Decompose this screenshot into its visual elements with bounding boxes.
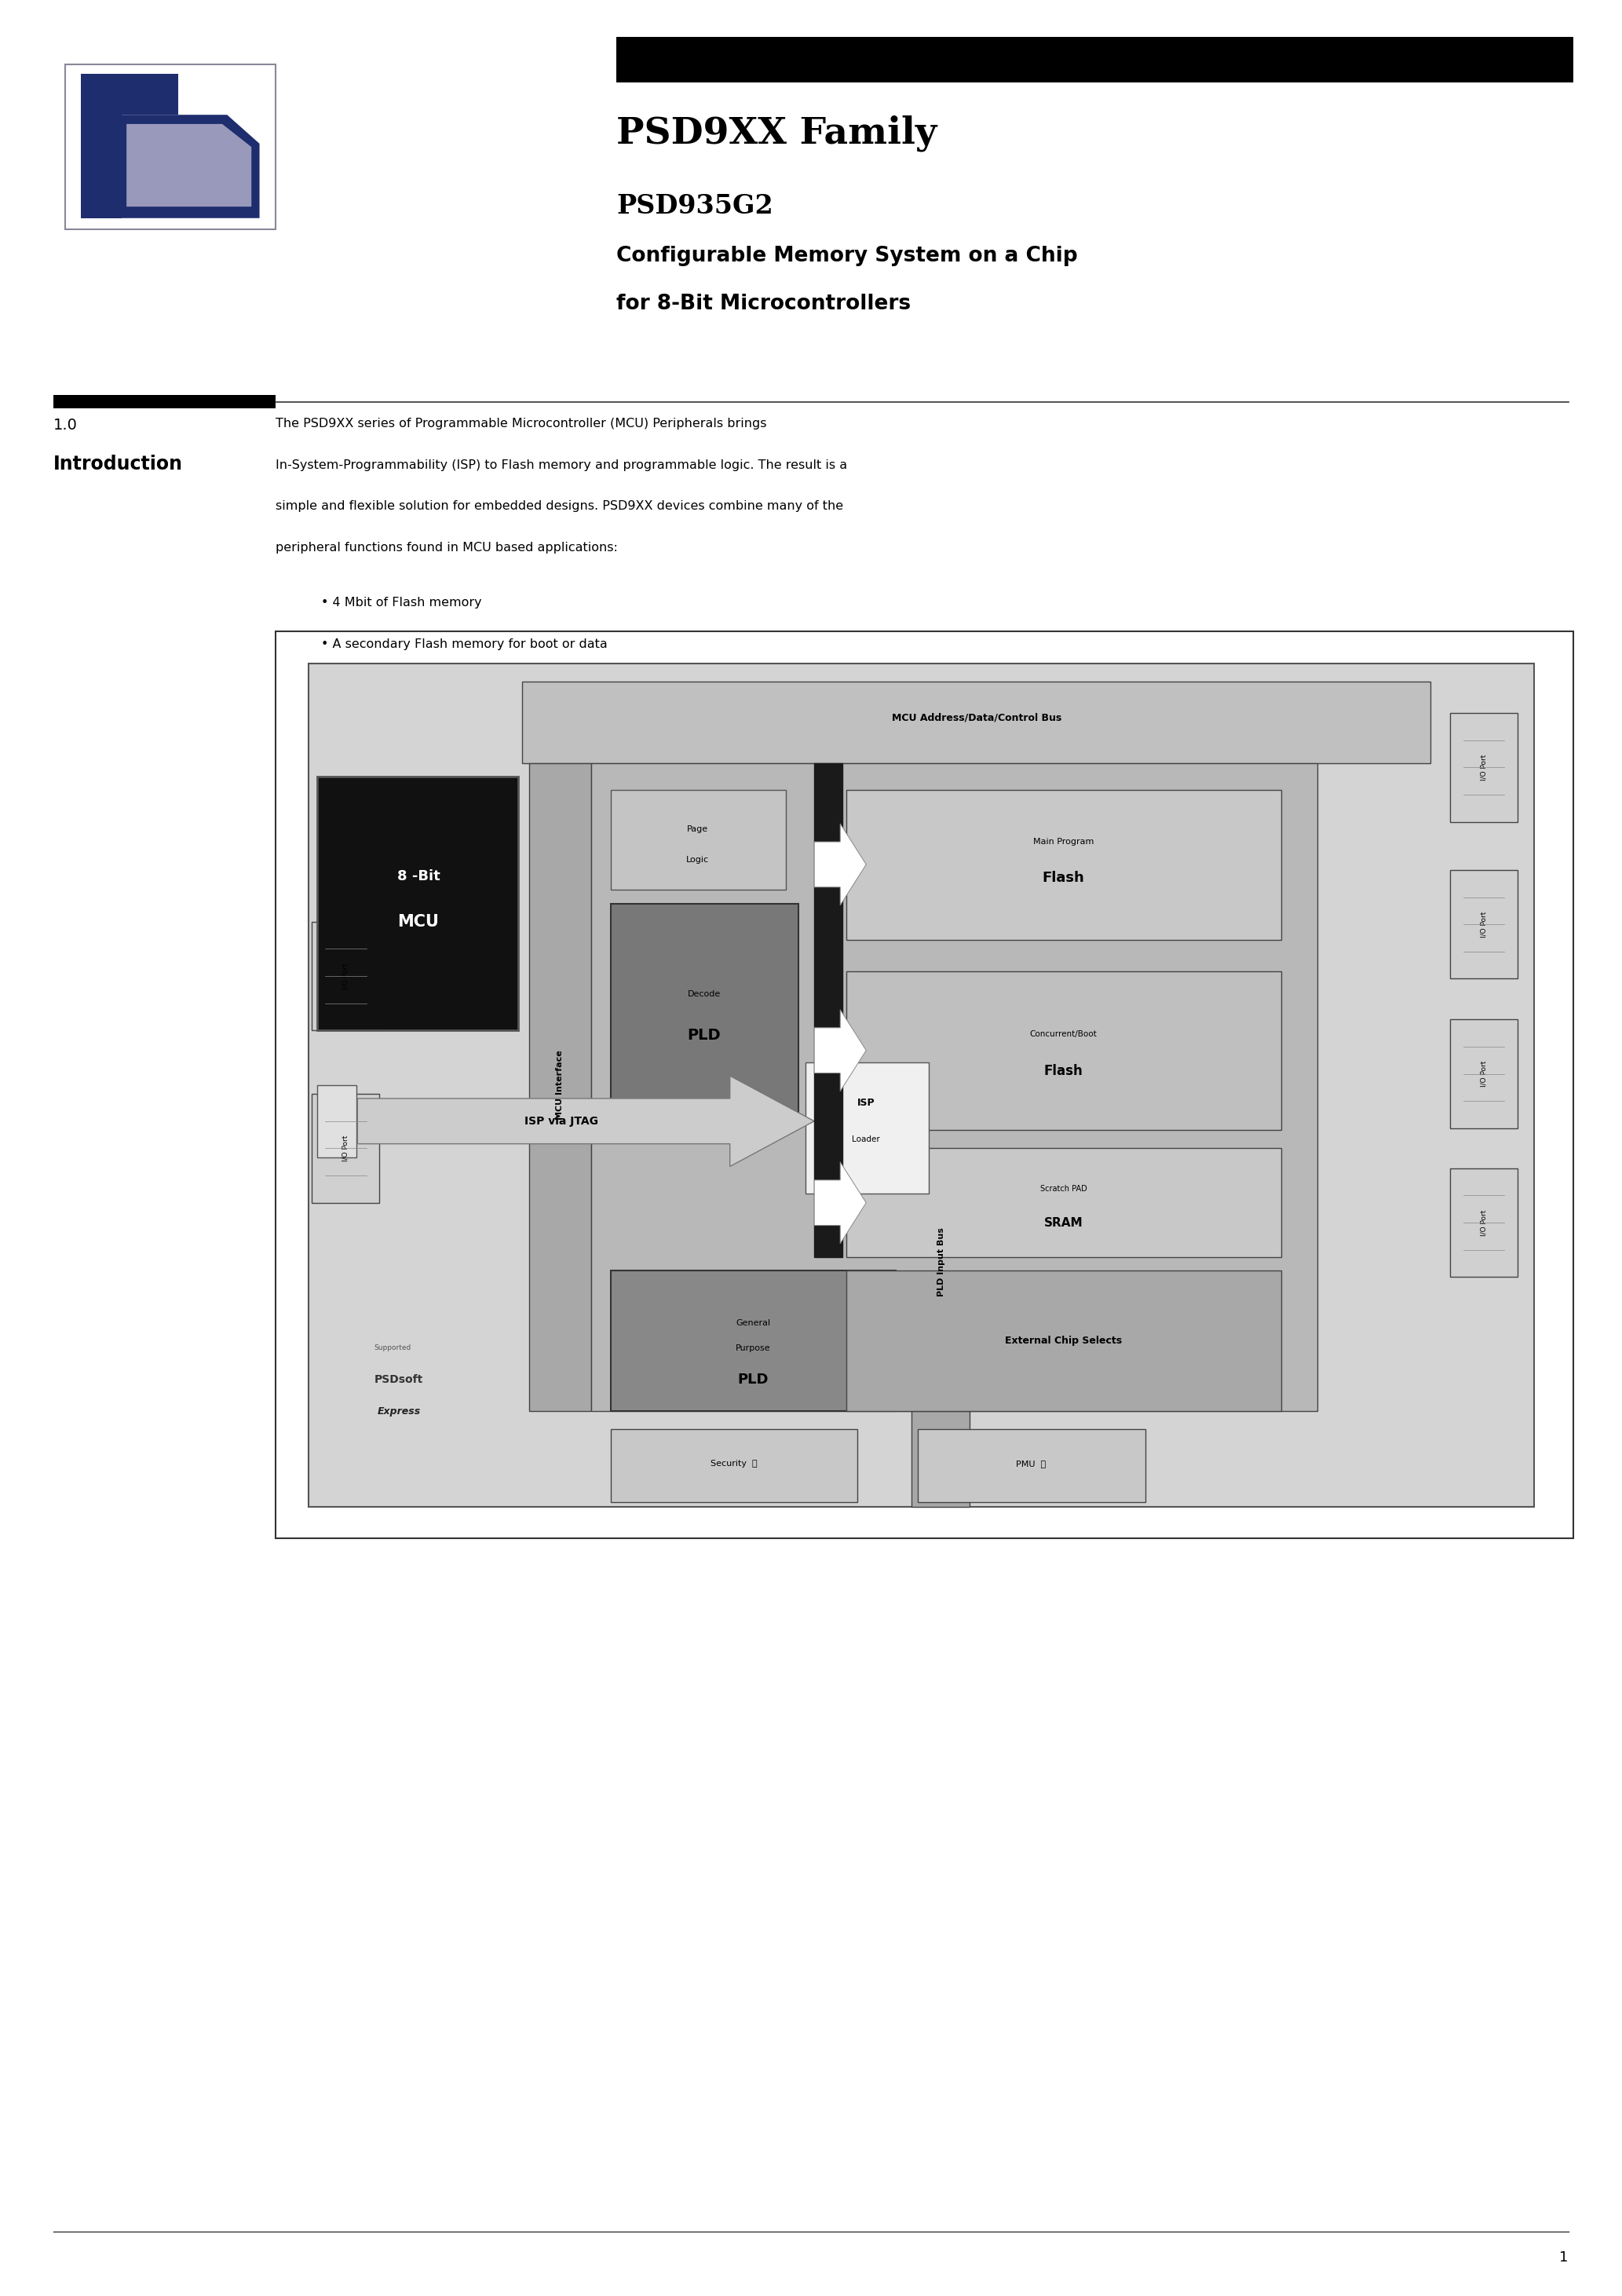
Text: In-System-Programmability (ISP) to Flash memory and programmable logic. The resu: In-System-Programmability (ISP) to Flash… (276, 459, 847, 471)
Bar (610, 1270, 895, 1412)
Text: PMU  ⛯: PMU ⛯ (1015, 1460, 1046, 1467)
Bar (912, 1017, 970, 1506)
Text: Express: Express (378, 1405, 420, 1417)
Text: peripheral functions found in MCU based applications:: peripheral functions found in MCU based … (276, 542, 618, 553)
Text: ISP: ISP (858, 1097, 874, 1109)
Text: PSD935G2: PSD935G2 (616, 193, 774, 218)
Polygon shape (122, 115, 260, 218)
Bar (616, 37, 1573, 83)
Text: I/O Port: I/O Port (342, 1134, 349, 1162)
Polygon shape (127, 124, 251, 207)
Bar (81, 76, 122, 218)
Bar (590, 762, 1317, 1412)
Polygon shape (357, 1077, 814, 1166)
Text: PLD: PLD (738, 1373, 769, 1387)
Text: Decode: Decode (688, 990, 720, 999)
Text: • Programmable power management.: • Programmable power management. (321, 804, 561, 815)
Bar (610, 905, 798, 1120)
Text: Loader: Loader (852, 1134, 881, 1143)
Text: 8 -Bit: 8 -Bit (397, 870, 440, 884)
Text: Security  🔒: Security 🔒 (710, 1460, 757, 1467)
Bar (529, 762, 590, 1412)
Text: Scratch PAD: Scratch PAD (1040, 1185, 1087, 1194)
Bar (308, 664, 1534, 1506)
Bar (847, 971, 1281, 1130)
Text: Concurrent/Boot: Concurrent/Boot (1030, 1031, 1096, 1038)
Text: for 8-Bit Microcontrollers: for 8-Bit Microcontrollers (616, 294, 912, 315)
Text: • 4 Mbit of Flash memory: • 4 Mbit of Flash memory (321, 597, 482, 608)
Bar (1450, 1169, 1518, 1277)
Text: I/O Port: I/O Port (342, 962, 349, 990)
Bar (847, 1148, 1281, 1258)
Bar (321, 781, 513, 1026)
Bar (65, 64, 276, 230)
Bar (81, 73, 178, 115)
Text: MCU Interface: MCU Interface (556, 1049, 564, 1120)
Bar (311, 1093, 380, 1203)
Text: Page: Page (686, 824, 709, 833)
Bar (318, 776, 519, 1031)
Text: I/O Port: I/O Port (1481, 755, 1487, 781)
Text: Flash: Flash (1045, 1063, 1083, 1079)
Text: PSD9XX Family: PSD9XX Family (616, 115, 938, 152)
Text: 1: 1 (1559, 2250, 1568, 2264)
Text: External Chip Selects: External Chip Selects (1006, 1336, 1122, 1345)
Text: Introduction: Introduction (54, 455, 183, 473)
Text: PLD: PLD (688, 1029, 720, 1042)
Text: I/O Port: I/O Port (1481, 1061, 1487, 1086)
Bar (318, 1086, 357, 1157)
Text: General: General (736, 1320, 770, 1327)
Text: MCU Address/Data/Control Bus: MCU Address/Data/Control Bus (892, 712, 1061, 723)
Text: Logic: Logic (686, 856, 709, 863)
Text: Main Program: Main Program (1033, 838, 1093, 845)
Text: • Reconfigurable I/O ports: • Reconfigurable I/O ports (321, 762, 485, 774)
Bar (54, 395, 276, 409)
Text: The PSD9XX series of Programmable Microcontroller (MCU) Peripherals brings: The PSD9XX series of Programmable Microc… (276, 418, 767, 429)
Text: 1.0: 1.0 (54, 418, 78, 432)
Polygon shape (814, 1010, 866, 1091)
Text: simple and flexible solution for embedded designs. PSD9XX devices combine many o: simple and flexible solution for embedde… (276, 501, 843, 512)
Bar (805, 1063, 928, 1194)
Bar (610, 790, 785, 891)
Text: Flash: Flash (1043, 870, 1085, 886)
Bar (1450, 870, 1518, 978)
Bar (610, 1430, 856, 1502)
Text: Configurable Memory System on a Chip: Configurable Memory System on a Chip (616, 246, 1077, 266)
Text: I/O Port: I/O Port (1481, 1210, 1487, 1235)
Text: I/O Port: I/O Port (1481, 912, 1487, 937)
Text: • Over 3,000 gates of Flash programmable logic: • Over 3,000 gates of Flash programmable… (321, 680, 626, 691)
Bar (276, 631, 1573, 1538)
Polygon shape (814, 824, 866, 905)
Polygon shape (814, 1162, 866, 1244)
Text: MCU: MCU (397, 914, 440, 930)
Bar (522, 682, 1431, 762)
Text: • A secondary Flash memory for boot or data: • A secondary Flash memory for boot or d… (321, 638, 608, 650)
Bar (1450, 1019, 1518, 1127)
Bar (814, 762, 843, 1258)
Text: ISP via JTAG: ISP via JTAG (524, 1116, 599, 1127)
Text: Purpose: Purpose (736, 1343, 770, 1352)
Bar (1450, 714, 1518, 822)
Bar (847, 1270, 1281, 1412)
Bar (311, 921, 380, 1031)
Bar (918, 1430, 1145, 1502)
Text: PSDsoft: PSDsoft (375, 1373, 423, 1384)
Text: Supported: Supported (375, 1345, 410, 1352)
Text: PLD Input Bus: PLD Input Bus (938, 1226, 946, 1297)
Text: • 64 Kbit SRAM: • 64 Kbit SRAM (321, 721, 417, 732)
Bar (847, 790, 1281, 939)
Text: SRAM: SRAM (1045, 1217, 1083, 1228)
